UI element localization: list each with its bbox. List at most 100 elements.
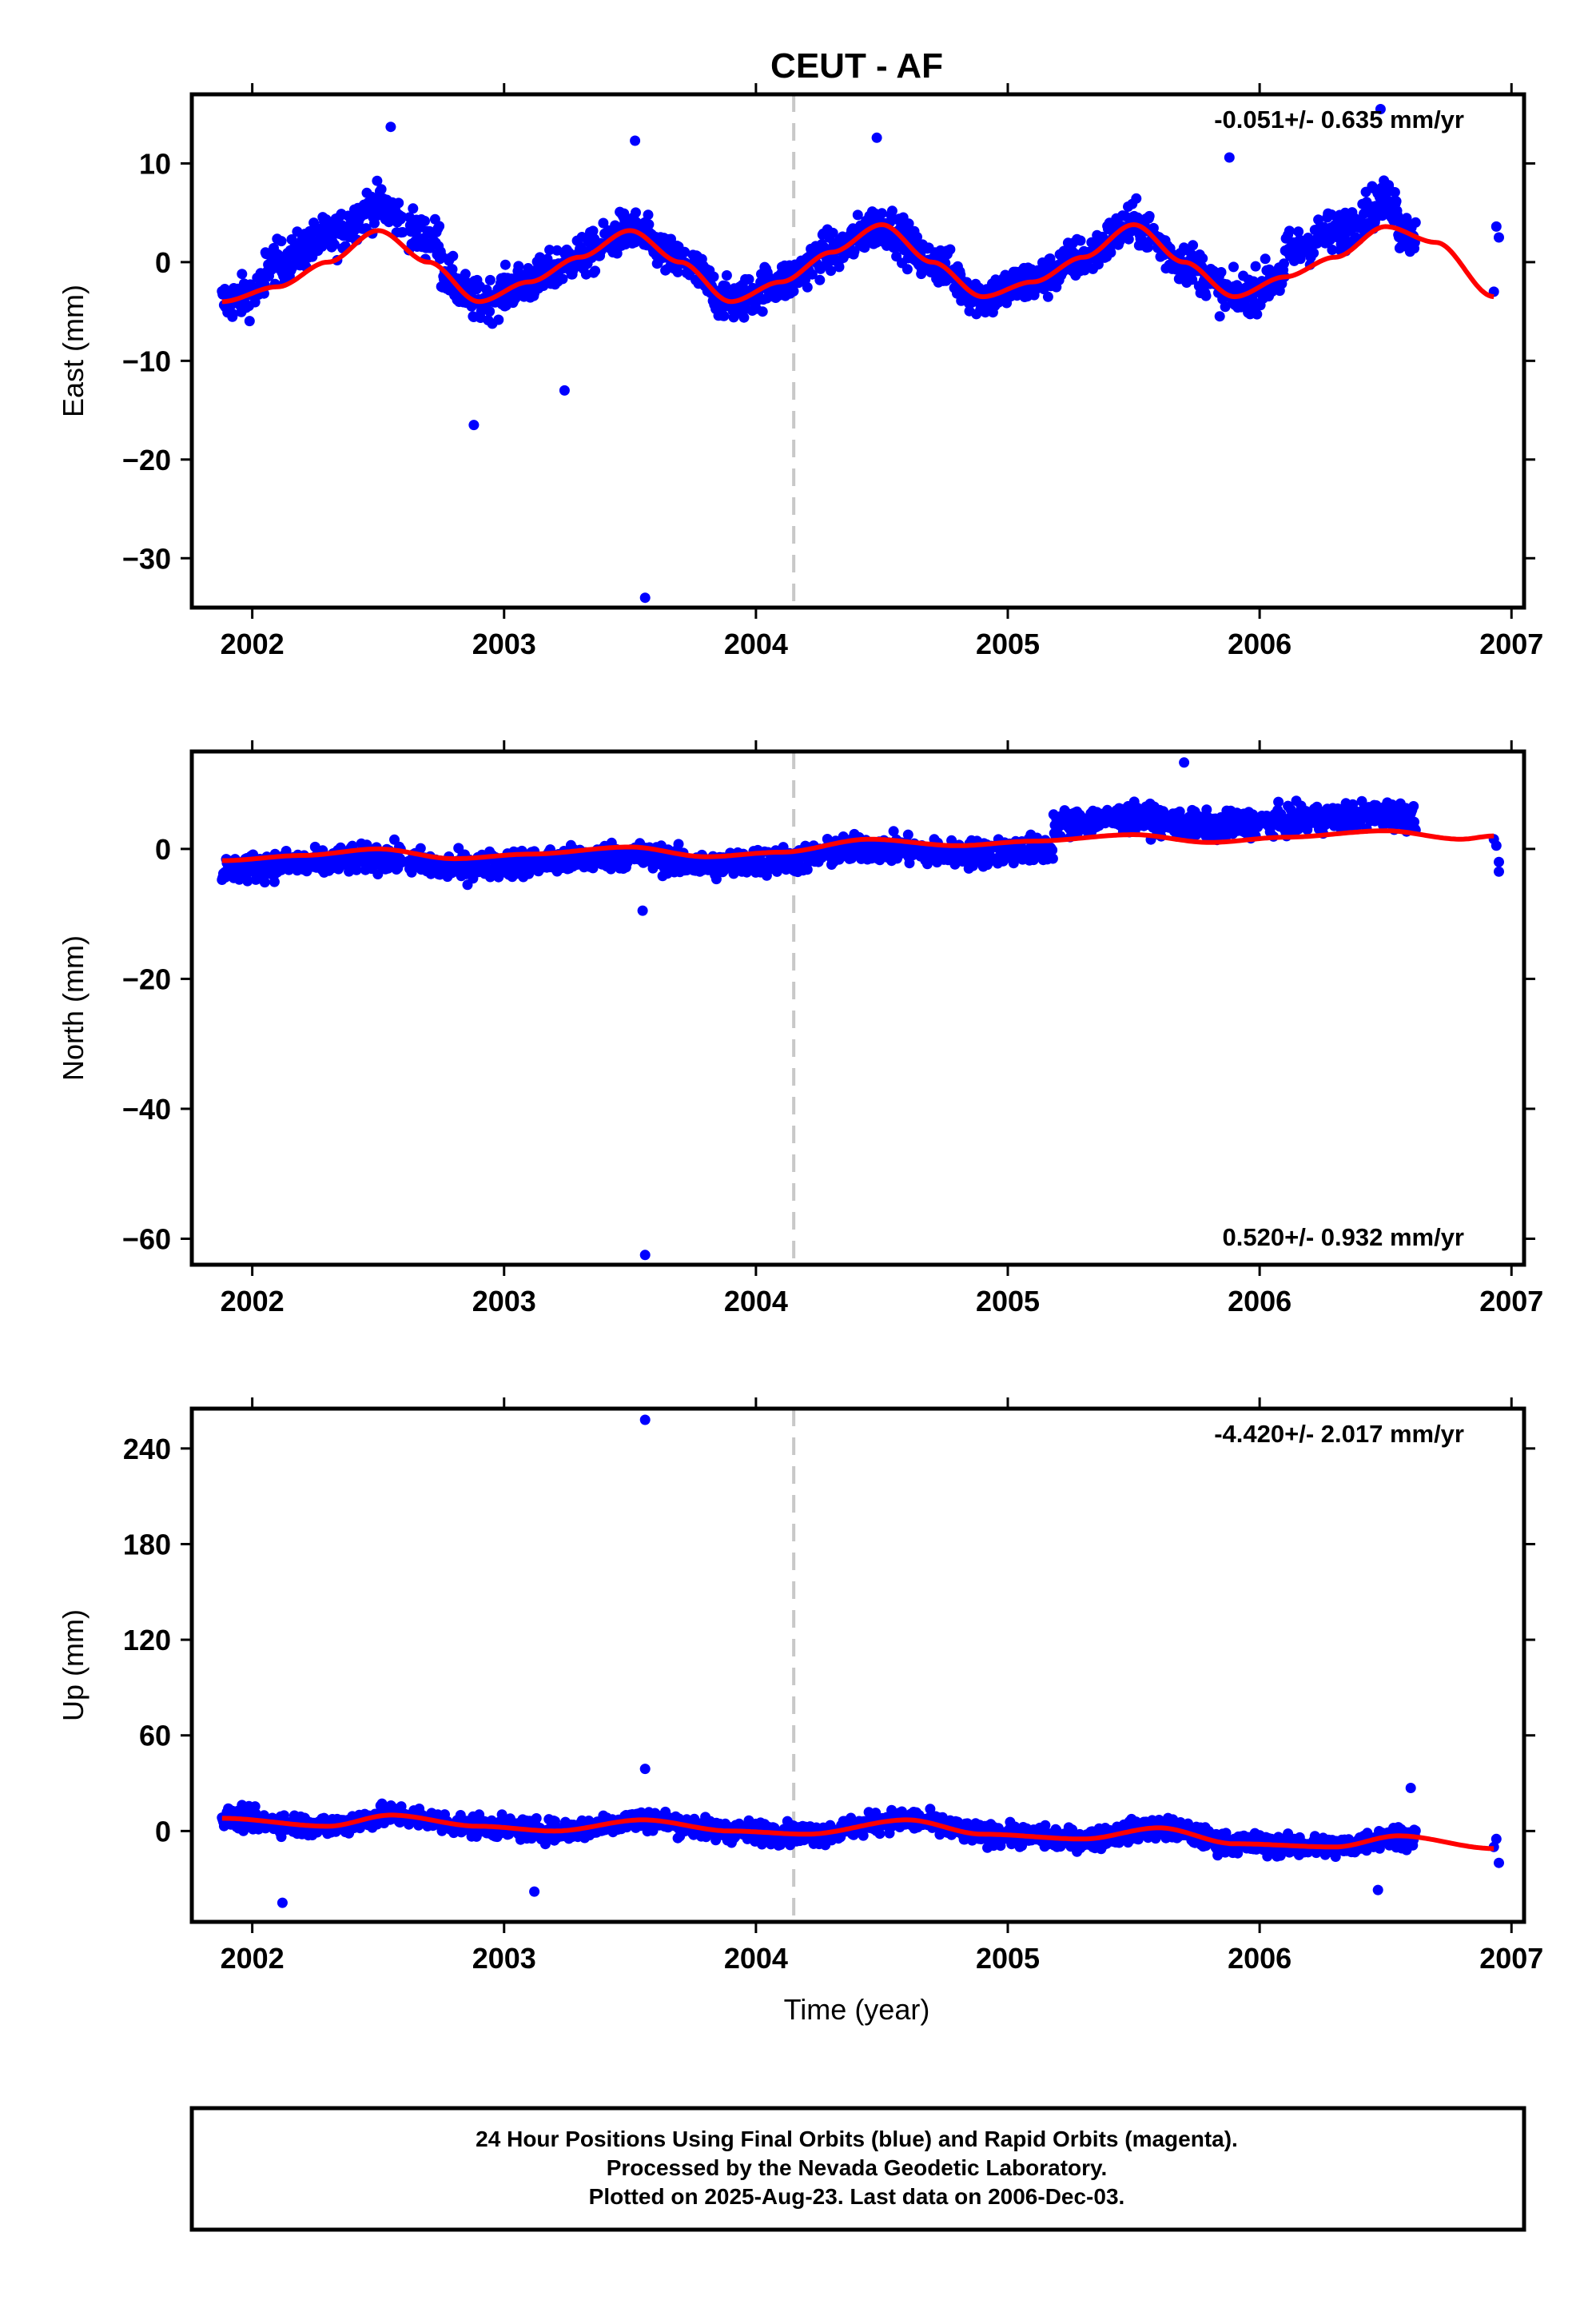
data-point: [757, 306, 768, 317]
data-point: [1252, 309, 1263, 320]
data-point: [1494, 232, 1504, 243]
data-point: [531, 1813, 542, 1824]
data-point: [834, 261, 845, 273]
data-point: [448, 250, 459, 261]
data-point: [901, 264, 913, 275]
y-tick-label: −40: [122, 1093, 171, 1126]
data-point: [945, 244, 956, 255]
data-point: [269, 876, 280, 887]
data-point: [1392, 210, 1403, 221]
data-point: [720, 281, 731, 292]
final-orbit-points: [217, 104, 1504, 604]
y-tick-label: −60: [122, 1222, 171, 1255]
data-point: [1327, 245, 1338, 255]
data-point: [376, 184, 387, 195]
data-point: [902, 829, 913, 840]
data-point: [643, 219, 655, 230]
data-point: [242, 875, 253, 887]
data-point: [672, 266, 683, 277]
x-tick-label: 2004: [724, 628, 788, 660]
data-point: [1410, 217, 1421, 228]
data-point: [1216, 267, 1227, 277]
data-point: [1308, 248, 1319, 258]
y-tick-label: 0: [155, 833, 171, 866]
data-point: [1389, 187, 1400, 197]
data-point: [721, 270, 732, 281]
data-point: [802, 281, 813, 293]
data-point: [1131, 193, 1142, 204]
outlier-point: [630, 135, 641, 146]
data-point: [1228, 261, 1239, 273]
x-tick-label: 2002: [221, 1285, 285, 1317]
data-point: [643, 209, 654, 221]
data-point: [598, 217, 609, 229]
data-point: [372, 175, 383, 186]
data-point: [1391, 196, 1402, 207]
data-point: [1273, 796, 1284, 807]
data-point: [1279, 258, 1289, 269]
data-point: [397, 227, 408, 237]
data-point: [557, 273, 568, 285]
data-point: [1093, 259, 1104, 270]
data-point: [1188, 240, 1199, 251]
data-point: [587, 225, 599, 237]
outlier-point: [637, 905, 648, 916]
outlier-point: [871, 132, 882, 143]
x-tick-label: 2003: [472, 628, 536, 660]
data-point: [499, 259, 511, 270]
data-point: [484, 306, 496, 317]
outlier-point: [639, 592, 651, 604]
data-point: [1220, 301, 1231, 313]
x-tick-label: 2006: [1228, 1285, 1292, 1317]
data-point: [513, 261, 524, 272]
data-point: [631, 207, 641, 218]
x-tick-label: 2005: [976, 628, 1040, 660]
outlier-point: [639, 1250, 651, 1261]
data-point: [1047, 853, 1058, 864]
data-point: [328, 239, 340, 250]
outlier-point: [1375, 104, 1386, 114]
data-point: [718, 310, 730, 321]
data-point: [788, 285, 799, 297]
data-point: [673, 839, 684, 850]
outlier-point: [559, 385, 570, 396]
data-point: [1075, 235, 1086, 246]
data-point: [1042, 291, 1053, 302]
y-axis-label: East (mm): [57, 285, 90, 417]
y-tick-label: −20: [122, 963, 171, 995]
plot-frame: [189, 92, 1526, 610]
x-tick-label: 2006: [1228, 628, 1292, 660]
data-point: [276, 236, 287, 247]
model-curve: [221, 221, 1495, 305]
data-point: [738, 312, 750, 323]
data-point: [1144, 210, 1155, 221]
outlier-point: [1224, 152, 1235, 163]
data-point: [886, 205, 898, 217]
y-tick-label: 10: [139, 147, 171, 180]
data-point: [1214, 311, 1225, 322]
velocity-label: 0.520+/- 0.932 mm/yr: [1223, 1223, 1464, 1251]
data-point: [420, 216, 430, 226]
data-point: [1250, 261, 1261, 272]
data-point: [408, 203, 419, 214]
y-axis-label: North (mm): [57, 935, 90, 1081]
y-tick-label: −30: [122, 542, 171, 575]
velocity-label: -0.051+/- 0.635 mm/yr: [1214, 106, 1464, 134]
data-point: [393, 197, 404, 209]
data-point: [679, 246, 691, 257]
data-point: [396, 211, 408, 222]
final-orbit-points: [217, 757, 1504, 1261]
data-point: [1045, 253, 1056, 264]
data-point: [493, 314, 504, 325]
outlier-point: [468, 420, 480, 431]
data-point: [1408, 801, 1419, 811]
x-tick-label: 2005: [976, 1285, 1040, 1317]
data-point: [1200, 290, 1212, 301]
x-tick-label: 2002: [221, 628, 285, 660]
data-point: [1260, 253, 1271, 265]
data-point: [852, 209, 863, 221]
data-point: [460, 269, 471, 280]
chart-title: CEUT - AF: [770, 46, 943, 86]
outlier-point: [1179, 757, 1190, 768]
